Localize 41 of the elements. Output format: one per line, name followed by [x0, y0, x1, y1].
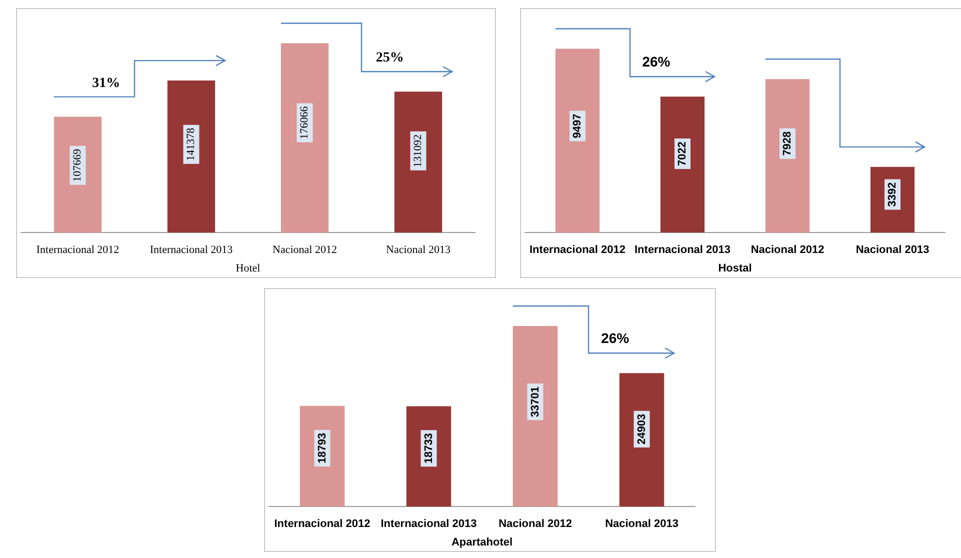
- annotation: 25%: [376, 50, 404, 66]
- data-label: 18793: [316, 432, 328, 464]
- x-tick-label: Internacional 2012: [274, 518, 370, 530]
- data-label: 3392: [886, 182, 899, 207]
- x-tick-label: Internacional 2013: [150, 244, 234, 256]
- data-label: 131092: [412, 134, 424, 168]
- bar: [555, 48, 600, 233]
- data-label: 33701: [529, 386, 542, 418]
- x-axis-title: Hotel: [236, 262, 260, 274]
- bar: [394, 92, 442, 233]
- x-tick-label: Nacional 2013: [856, 244, 930, 256]
- data-label: 176066: [298, 106, 311, 140]
- annotation: 26%: [642, 54, 671, 70]
- x-tick-label: Nacional 2013: [605, 518, 678, 530]
- data-label: 18733: [422, 433, 435, 464]
- annotation: 31%: [92, 76, 120, 91]
- bar: [765, 79, 810, 233]
- bar: [54, 116, 102, 233]
- x-tick-label: Nacional 2012: [750, 244, 824, 256]
- bar: [512, 326, 558, 507]
- bar: [280, 43, 329, 233]
- bar: [300, 406, 345, 507]
- data-label: 24903: [636, 414, 648, 444]
- x-tick-label: Internacional 2012: [36, 244, 120, 256]
- annotation: 26%: [601, 330, 630, 346]
- data-label: 9497: [572, 114, 584, 138]
- x-tick-label: Nacional 2012: [498, 518, 572, 530]
- x-tick-label: Internacional 2013: [380, 518, 477, 530]
- x-axis-title: Hostal: [718, 262, 752, 274]
- x-axis-title: Apartahotel: [451, 536, 513, 548]
- x-tick-label: Internacional 2012: [530, 244, 626, 256]
- data-label: 107669: [72, 148, 84, 182]
- bar: [167, 80, 216, 233]
- x-tick-label: Nacional 2012: [272, 244, 337, 256]
- data-label: 7022: [676, 142, 689, 166]
- bar: [660, 96, 705, 233]
- data-label: 141378: [185, 127, 198, 161]
- x-tick-label: Internacional 2013: [634, 244, 730, 256]
- x-tick-label: Nacional 2013: [386, 244, 451, 256]
- data-label: 7928: [782, 131, 794, 156]
- bar: [619, 373, 664, 507]
